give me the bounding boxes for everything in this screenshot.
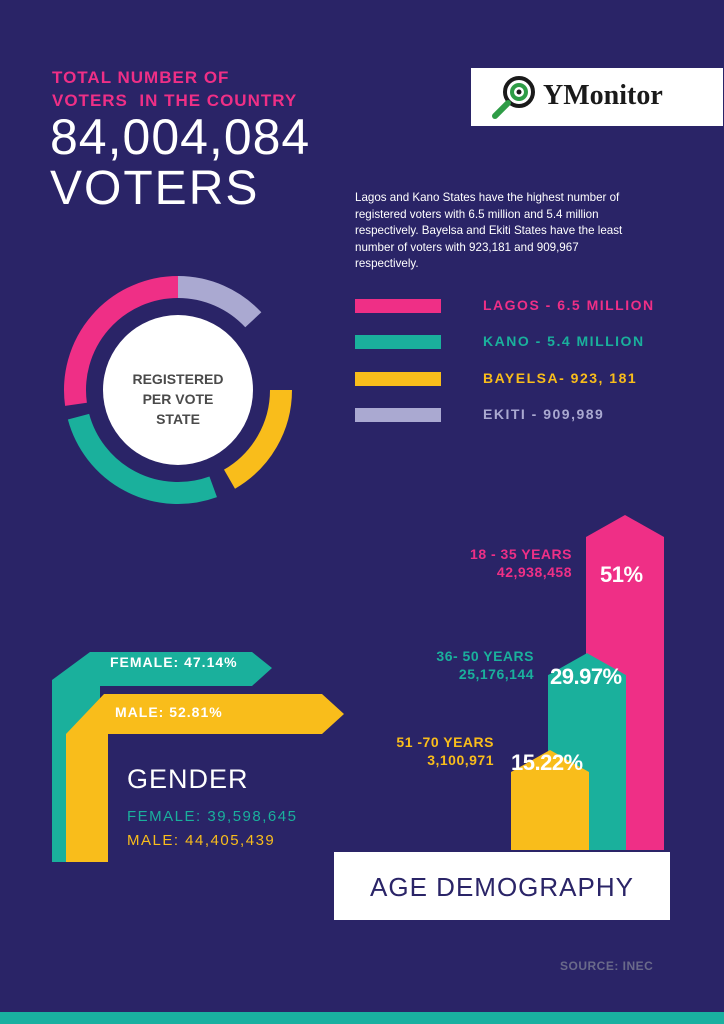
- age-group-18-35: 18 - 35 YEARS 42,938,458: [380, 545, 572, 581]
- donut-arc-bayelsa: [223, 389, 292, 489]
- gender-chart: [52, 652, 344, 862]
- footer-accent-bar: [0, 1012, 724, 1024]
- gender-title: GENDER: [127, 764, 249, 794]
- donut-title-line-2: PER VOTE: [142, 391, 214, 407]
- gender-female-count: FEMALE: 39,598,645: [127, 808, 298, 825]
- legend-swatch-bayelsa: [355, 372, 441, 386]
- age-bar-51-70: [511, 750, 589, 850]
- summary-paragraph: Lagos and Kano States have the highest n…: [355, 191, 623, 271]
- legend-swatch-ekiti: [355, 408, 441, 422]
- gender-male-count: MALE: 44,405,439: [127, 832, 276, 849]
- total-heading-line-2: VOTERS IN THE COUNTRY: [52, 91, 298, 110]
- logo-text: YMonitor: [543, 80, 663, 111]
- gender-male-percent-label: MALE: 52.81%: [115, 704, 223, 720]
- donut-arc-ekiti: [177, 276, 262, 328]
- age-percent-18-35: 51%: [600, 562, 643, 587]
- source-credit: SOURCE: INEC: [560, 959, 654, 973]
- donut-center-disc: [103, 315, 253, 465]
- legend-swatch-kano: [355, 335, 441, 349]
- age-range-36-50: 36- 50 YEARS: [436, 648, 534, 664]
- legend-label-bayelsa: BAYELSA- 923, 181: [483, 370, 638, 386]
- age-count-36-50: 25,176,144: [458, 666, 534, 682]
- age-demography-title-box: AGE DEMOGRAPHY: [334, 852, 670, 920]
- age-percent-36-50: 29.97%: [550, 664, 622, 689]
- legend-label-ekiti: EKITI - 909,989: [483, 406, 605, 422]
- age-demography-title: AGE DEMOGRAPHY: [370, 872, 634, 902]
- donut-title-line-1: REGISTERED: [132, 371, 224, 387]
- gender-female-percent-label: FEMALE: 47.14%: [110, 654, 238, 670]
- total-voters-heading: TOTAL NUMBER OF VOTERS IN THE COUNTRY: [52, 66, 297, 112]
- donut-arc-kano: [67, 413, 217, 504]
- donut-arc-lagos: [64, 276, 179, 406]
- age-count-51-70: 3,100,971: [427, 752, 494, 768]
- age-demography-chart: [511, 515, 664, 850]
- age-group-36-50: 36- 50 YEARS 25,176,144: [343, 647, 534, 683]
- age-percent-51-70: 15.22%: [511, 750, 583, 775]
- total-voters-count: 84,004,084: [50, 109, 311, 165]
- magnifier-logo-icon: [492, 76, 535, 119]
- total-voters-unit: VOTERS: [50, 162, 260, 215]
- age-range-51-70: 51 -70 YEARS: [396, 734, 494, 750]
- legend-swatch-lagos: [355, 299, 441, 313]
- age-count-18-35: 42,938,458: [496, 564, 572, 580]
- age-range-18-35: 18 - 35 YEARS: [470, 546, 572, 562]
- legend-label-lagos: LAGOS - 6.5 MILLION: [483, 297, 655, 313]
- legend-label-kano: KANO - 5.4 MILLION: [483, 333, 645, 349]
- ymonitor-logo[interactable]: YMonitor: [471, 68, 723, 126]
- total-heading-line-1: TOTAL NUMBER OF: [52, 68, 230, 87]
- age-group-51-70: 51 -70 YEARS 3,100,971: [300, 733, 494, 769]
- gender-bar-male: [66, 694, 344, 862]
- donut-title-line-3: STATE: [156, 411, 200, 427]
- donut-center-label: REGISTERED PER VOTE STATE: [101, 332, 255, 466]
- state-donut-chart: [64, 276, 292, 504]
